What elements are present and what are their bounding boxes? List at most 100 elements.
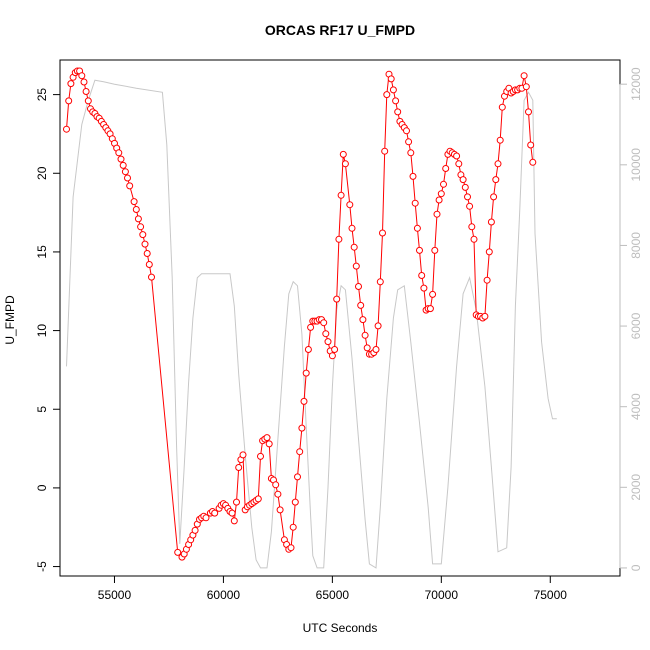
x-axis-label: UTC Seconds — [303, 621, 378, 635]
data-point — [80, 78, 88, 86]
data-point — [352, 262, 360, 270]
data-point — [191, 526, 199, 534]
data-point — [435, 196, 443, 204]
data-point — [82, 88, 90, 95]
data-point — [374, 322, 382, 330]
data-point — [483, 276, 491, 284]
data-point — [287, 544, 295, 552]
y-tick-label-left: 25 — [35, 88, 49, 102]
x-tick-label: 65000 — [316, 588, 350, 602]
data-point — [455, 160, 463, 168]
data-point — [141, 240, 149, 248]
data-point — [339, 150, 347, 158]
data-point — [132, 206, 140, 213]
data-point — [416, 246, 423, 254]
data-point — [265, 440, 273, 448]
data-point — [331, 346, 339, 353]
data-point — [468, 223, 476, 231]
data-point — [235, 464, 243, 471]
data-point — [522, 83, 530, 91]
data-point — [63, 125, 70, 133]
data-point — [78, 72, 86, 80]
x-tick-label: 60000 — [207, 588, 241, 602]
data-point — [294, 473, 301, 481]
data-point — [257, 452, 264, 460]
y-tick-label-left: 20 — [35, 166, 49, 180]
data-point — [298, 424, 306, 432]
data-point — [130, 198, 138, 206]
data-point — [363, 344, 371, 352]
y-tick-label-left: 15 — [35, 245, 49, 259]
data-point — [124, 174, 131, 182]
y-tick-label-left: 5 — [35, 406, 49, 413]
data-point — [409, 172, 417, 180]
data-point — [272, 481, 280, 489]
data-point — [300, 397, 308, 405]
data-point — [429, 290, 437, 298]
data-point — [442, 165, 450, 172]
data-point — [67, 80, 75, 88]
data-point — [211, 509, 219, 517]
y-tick-label-left: 0 — [35, 484, 49, 491]
data-point — [459, 176, 467, 184]
data-point — [341, 160, 349, 168]
y-axis-label: U_FMPD — [3, 295, 17, 345]
data-point — [494, 160, 502, 168]
data-point — [426, 305, 434, 313]
main-series-layer — [63, 67, 537, 561]
x-tick-label: 55000 — [98, 588, 132, 602]
y-tick-label-right: 6000 — [629, 312, 643, 339]
data-point — [137, 223, 145, 231]
data-point — [263, 434, 271, 442]
data-point — [498, 103, 506, 111]
secondary-series-line — [66, 79, 557, 569]
data-point — [121, 168, 129, 176]
data-point — [202, 514, 210, 522]
data-point — [289, 523, 297, 531]
chart-title: ORCAS RF17 U_FMPD — [265, 22, 415, 38]
y-tick-label-right: 4000 — [629, 393, 643, 420]
y-tick-label-right: 12000 — [629, 67, 643, 101]
data-point — [383, 91, 391, 99]
data-point — [496, 136, 504, 144]
data-point — [296, 448, 304, 456]
data-point — [233, 498, 240, 506]
data-point — [405, 138, 413, 146]
data-point — [143, 250, 151, 257]
data-point — [335, 235, 343, 243]
data-point — [440, 180, 447, 188]
data-point — [174, 548, 182, 556]
data-point — [394, 108, 402, 116]
data-point — [291, 498, 299, 506]
data-point — [403, 127, 410, 135]
data-point — [302, 369, 310, 377]
y-axis-right: 0 2000 4000 6000 8000 10000 12000 — [619, 67, 643, 571]
data-point — [492, 176, 500, 184]
data-point — [411, 199, 419, 207]
data-point — [437, 190, 445, 198]
data-point — [392, 97, 400, 105]
data-point — [520, 72, 528, 80]
x-tick-label: 70000 — [425, 588, 459, 602]
data-point — [228, 509, 236, 517]
data-point — [461, 183, 469, 191]
data-point — [84, 97, 92, 105]
data-point — [470, 235, 478, 243]
x-tick-label: 75000 — [534, 588, 568, 602]
data-point — [529, 158, 537, 166]
data-point — [307, 323, 315, 331]
data-point — [453, 152, 461, 160]
data-point — [117, 155, 125, 163]
data-point — [527, 141, 535, 149]
data-point — [487, 218, 495, 226]
data-point — [431, 246, 439, 254]
data-point — [372, 346, 380, 353]
data-point — [525, 108, 532, 116]
data-point — [490, 193, 498, 201]
data-point — [145, 261, 153, 268]
data-point — [357, 301, 365, 309]
data-point — [466, 202, 474, 210]
data-point — [304, 346, 312, 353]
y-axis-left: -5 0 5 10 15 20 25 — [35, 88, 61, 572]
